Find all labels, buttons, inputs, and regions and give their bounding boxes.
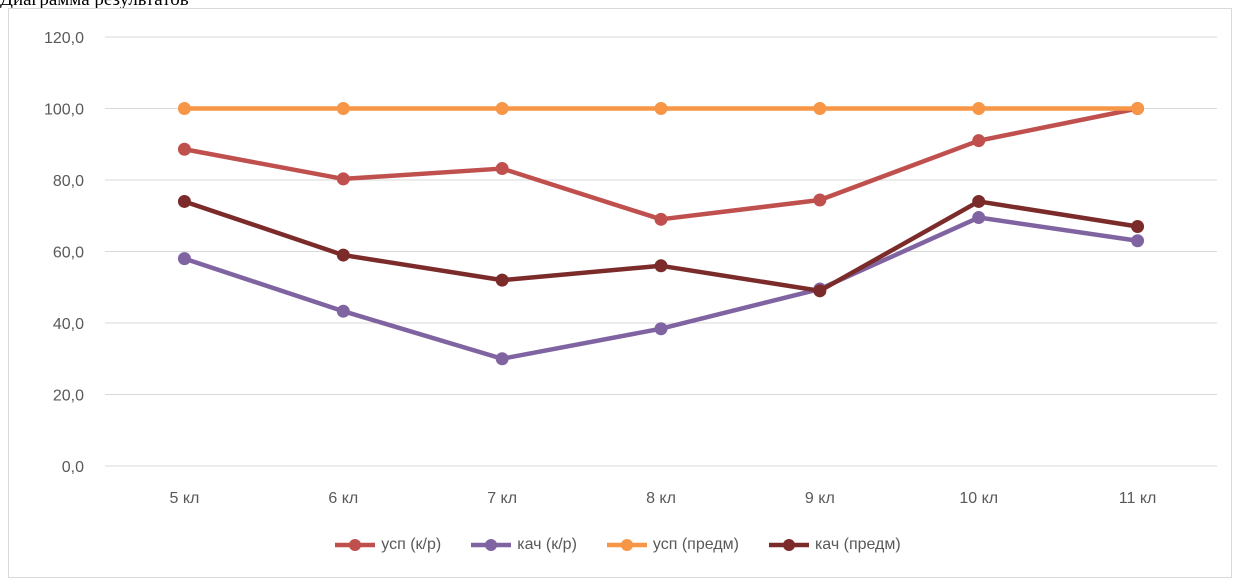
y-tick-label: 120,0	[44, 30, 84, 47]
x-tick-label: 7 кл	[487, 490, 517, 507]
data-point	[654, 259, 668, 273]
series-line	[182, 215, 1140, 361]
x-tick-label: 11 кл	[1119, 490, 1157, 507]
legend-label: усп (предм)	[652, 536, 739, 553]
series-3	[177, 102, 1145, 115]
data-point	[654, 102, 668, 115]
data-point	[972, 194, 986, 208]
gridlines	[105, 36, 1217, 467]
legend-swatch	[335, 539, 376, 551]
data-point	[972, 134, 986, 148]
data-point	[654, 212, 668, 226]
legend-swatch	[606, 539, 647, 551]
data-point	[813, 193, 827, 207]
series-1	[177, 102, 1145, 226]
data-point	[813, 284, 827, 298]
data-point	[1131, 102, 1145, 115]
legend-swatch	[471, 539, 512, 551]
data-point	[336, 304, 350, 318]
data-point	[177, 102, 191, 115]
data-point	[495, 162, 509, 176]
data-point	[336, 102, 350, 115]
data-point	[654, 322, 668, 336]
x-tick-label: 10 кл	[959, 490, 998, 507]
x-tick-label: 5 кл	[169, 490, 199, 507]
chart-legend: усп (к/р) кач (к/р) усп (предм) кач (предм)	[0, 536, 1234, 554]
y-tick-label: 40,0	[53, 316, 84, 333]
x-tick-label: 9 кл	[805, 490, 835, 507]
x-tick-label: 8 кл	[646, 490, 676, 507]
data-point	[177, 252, 191, 266]
data-point	[972, 211, 986, 225]
cropped-heading-text: Диаграмма результатов	[0, 0, 189, 8]
y-axis-ticks: 0,0 20,0 40,0 60,0 80,0 100,0 120,0	[44, 30, 84, 476]
legend-label: кач (к/р)	[517, 536, 577, 553]
legend-swatch	[768, 539, 809, 551]
y-tick-label: 100,0	[44, 102, 84, 119]
data-point	[813, 102, 827, 115]
y-tick-label: 80,0	[53, 173, 84, 190]
y-tick-label: 0,0	[62, 459, 84, 476]
series-lines	[177, 102, 1145, 366]
y-tick-label: 20,0	[53, 388, 84, 405]
legend-label: кач (предм)	[814, 536, 901, 553]
data-point	[177, 142, 191, 156]
series-4	[177, 194, 1145, 298]
x-axis-ticks: 5 кл 6 кл 7 кл 8 кл 9 кл 10 кл 11 кл	[169, 490, 1156, 507]
data-point	[495, 352, 509, 366]
data-point	[336, 248, 350, 262]
y-tick-label: 60,0	[53, 245, 84, 262]
series-2	[177, 211, 1145, 366]
data-point	[972, 102, 986, 115]
chart-frame	[8, 8, 1232, 578]
legend-label: усп (к/р)	[381, 536, 442, 553]
data-point	[1131, 219, 1145, 233]
data-point	[495, 273, 509, 287]
data-point	[1131, 234, 1145, 248]
data-point	[177, 194, 191, 208]
legend-item: кач (к/р)	[469, 536, 577, 554]
legend-item: кач (предм)	[767, 536, 901, 554]
legend-item: усп (к/р)	[333, 536, 441, 554]
legend-item: усп (предм)	[605, 536, 739, 554]
data-point	[336, 172, 350, 186]
cropped-heading: Диаграмма результатов	[0, 0, 1234, 8]
x-tick-label: 6 кл	[328, 490, 358, 507]
data-point	[495, 102, 509, 115]
